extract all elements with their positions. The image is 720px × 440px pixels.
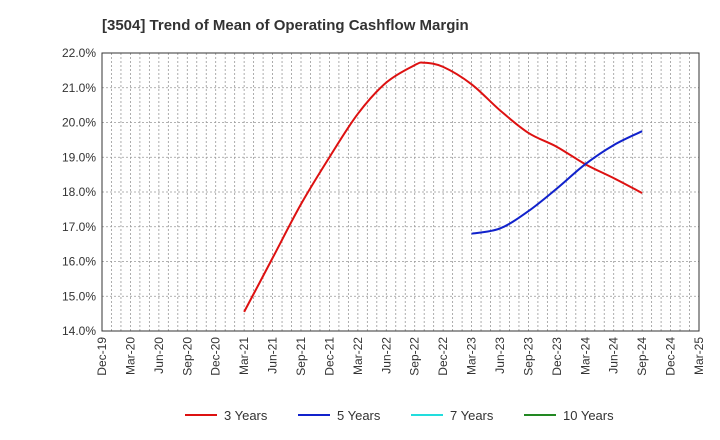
legend-label: 3 Years [224,408,268,423]
x-tick-label: Jun-21 [266,337,280,374]
plot-frame [101,52,700,332]
y-tick-label: 15.0% [62,289,96,303]
legend: 3 Years 5 Years 7 Years 10 Years [185,408,614,423]
x-tick-label: Dec-23 [550,337,564,376]
legend-item-3-years: 3 Years [185,408,268,423]
series-lines [243,61,643,313]
x-tick-label: Dec-20 [209,337,223,376]
y-tick-label: 16.0% [62,255,96,269]
x-tick-label: Dec-19 [95,337,109,376]
y-tick-label: 14.0% [62,324,96,338]
x-tick-label: Mar-22 [351,337,365,375]
y-tick-label: 20.0% [62,116,96,130]
x-tick-label: Mar-23 [465,337,479,375]
x-tick-label: Jun-22 [379,337,393,374]
series-line-5-years [471,130,643,235]
x-tick-label: Dec-22 [436,337,450,376]
y-tick-label: 18.0% [62,185,96,199]
y-axis: 14.0% 15.0% 16.0% 17.0% 18.0% 19.0% 20.0% 21.0%… [62,46,96,338]
legend-label: 5 Years [337,408,381,423]
y-tick-label: 19.0% [62,150,96,164]
x-tick-label: Jun-23 [493,337,507,374]
legend-item-10-years: 10 Years [524,408,614,423]
x-axis: Dec-19 Mar-20 Jun-20 Sep-20 Dec-20 Mar-21 Jun-… [95,337,706,376]
x-tick-label: Sep-22 [408,337,422,376]
grid [101,52,700,332]
legend-item-7-years: 7 Years [411,408,494,423]
x-tick-label: Mar-21 [237,337,251,375]
x-tick-label: Sep-21 [294,337,308,376]
x-tick-label: Sep-23 [521,337,535,376]
y-tick-label: 17.0% [62,220,96,234]
series-line-3-years [243,61,643,313]
x-tick-label: Mar-25 [692,337,706,375]
x-tick-label: Dec-24 [664,337,678,376]
y-tick-label: 21.0% [62,81,96,95]
chart-title: [3504] Trend of Mean of Operating Cashfl… [102,17,469,34]
legend-label: 7 Years [450,408,494,423]
y-tick-label: 22.0% [62,46,96,60]
x-tick-label: Sep-20 [180,337,194,376]
x-tick-label: Jun-24 [607,337,621,374]
legend-item-5-years: 5 Years [298,408,381,423]
x-tick-label: Sep-24 [635,337,649,376]
x-tick-label: Jun-20 [152,337,166,374]
legend-label: 10 Years [563,408,614,423]
x-tick-label: Dec-21 [322,337,336,376]
x-tick-label: Mar-20 [123,337,137,375]
x-tick-label: Mar-24 [578,337,592,375]
